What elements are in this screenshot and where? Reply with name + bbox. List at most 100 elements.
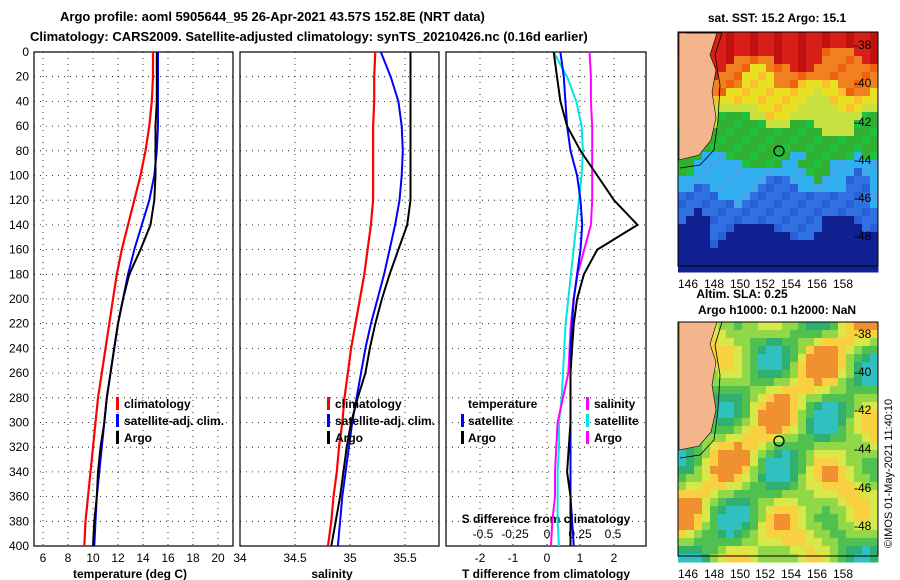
- heat-cell: [694, 200, 703, 209]
- sst-lat-38: -38: [854, 38, 872, 52]
- heat-cell: [854, 144, 863, 153]
- heat-cell: [814, 546, 823, 555]
- heat-cell: [766, 48, 775, 57]
- heat-cell: [870, 192, 879, 201]
- heat-cell: [686, 490, 695, 499]
- heat-cell: [782, 128, 791, 137]
- sla-land-mass: [678, 321, 718, 451]
- heat-cell: [774, 554, 783, 563]
- heat-cell: [742, 490, 751, 499]
- heat-cell: [726, 120, 735, 129]
- heat-cell: [710, 224, 719, 233]
- heat-cell: [846, 554, 855, 563]
- heat-cell: [854, 386, 863, 395]
- heat-cell: [798, 434, 807, 443]
- heat-cell: [718, 442, 727, 451]
- heat-cell: [742, 426, 751, 435]
- heat-cell: [750, 354, 759, 363]
- heat-cell: [734, 192, 743, 201]
- heat-cell: [734, 514, 743, 523]
- heat-cell: [790, 64, 799, 73]
- heat-cell: [702, 160, 711, 169]
- heat-cell: [766, 450, 775, 459]
- salinity-plot-frame: [239, 51, 440, 547]
- heat-cell: [758, 450, 767, 459]
- sla-lon-154: 154: [781, 567, 801, 580]
- sal-argo-line: [330, 52, 412, 547]
- heat-cell: [766, 338, 775, 347]
- heat-cell: [734, 434, 743, 443]
- heat-cell: [774, 168, 783, 177]
- heat-cell: [686, 514, 695, 523]
- heat-cell: [870, 506, 879, 515]
- heat-cell: [726, 72, 735, 81]
- heat-cell: [870, 216, 879, 225]
- sst-lat-40: -40: [854, 76, 872, 90]
- heat-cell: [734, 346, 743, 355]
- heat-cell: [766, 474, 775, 483]
- heat-cell: [790, 442, 799, 451]
- heat-cell: [806, 554, 815, 563]
- heat-cell: [846, 498, 855, 507]
- heat-cell: [838, 410, 847, 419]
- sst-map-frame: [677, 31, 879, 267]
- heat-cell: [766, 490, 775, 499]
- heat-cell: [798, 322, 807, 331]
- heat-cell: [798, 354, 807, 363]
- heat-cell: [822, 458, 831, 467]
- heat-cell: [806, 56, 815, 65]
- heat-cell: [750, 322, 759, 331]
- heat-cell: [870, 346, 879, 355]
- heat-cell: [766, 56, 775, 65]
- heat-cell: [862, 514, 871, 523]
- heat-cell: [694, 168, 703, 177]
- heat-cell: [846, 434, 855, 443]
- heat-cell: [718, 402, 727, 411]
- heat-cell: [718, 232, 727, 241]
- heat-cell: [774, 208, 783, 217]
- heat-cell: [854, 104, 863, 113]
- heat-cell: [758, 530, 767, 539]
- heat-cell: [766, 498, 775, 507]
- heat-cell: [862, 338, 871, 347]
- heat-cell: [846, 136, 855, 145]
- heat-cell: [766, 546, 775, 555]
- heat-cell: [782, 450, 791, 459]
- heat-cell: [806, 72, 815, 81]
- heat-cell: [750, 530, 759, 539]
- heat-cell: [854, 546, 863, 555]
- heat-cell: [766, 394, 775, 403]
- heat-cell: [790, 506, 799, 515]
- heat-cell: [734, 370, 743, 379]
- heat-cell: [782, 64, 791, 73]
- heat-cell: [726, 208, 735, 217]
- sla-lat-44: -44: [854, 442, 872, 456]
- legend-swatch-t-satellite: [461, 414, 464, 427]
- heat-cell: [686, 256, 695, 265]
- heat-cell: [846, 546, 855, 555]
- heat-cell: [862, 530, 871, 539]
- depth-tick-label: 60: [16, 119, 30, 133]
- heat-cell: [702, 200, 711, 209]
- heat-cell: [694, 546, 703, 555]
- heat-cell: [838, 216, 847, 225]
- heat-cell: [718, 200, 727, 209]
- heat-cell: [718, 386, 727, 395]
- heat-cell: [726, 482, 735, 491]
- heat-cell: [750, 362, 759, 371]
- heat-cell: [782, 386, 791, 395]
- sst-coast-contour: [679, 32, 723, 169]
- heat-cell: [782, 498, 791, 507]
- heat-cell: [782, 466, 791, 475]
- heat-cell: [750, 144, 759, 153]
- heat-cell: [750, 538, 759, 547]
- heat-cell: [710, 442, 719, 451]
- heat-cell: [846, 208, 855, 217]
- heat-cell: [782, 40, 791, 49]
- heat-cell: [838, 370, 847, 379]
- heat-cell: [814, 354, 823, 363]
- sla-lon-148: 148: [704, 567, 724, 580]
- heat-cell: [814, 394, 823, 403]
- heat-cell: [694, 152, 703, 161]
- heat-cell: [846, 160, 855, 169]
